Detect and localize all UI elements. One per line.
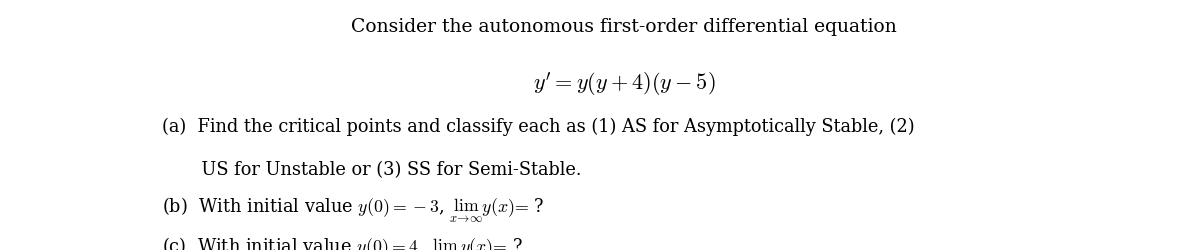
- Text: $y^{\prime} = y(y + 4)(y - 5)$: $y^{\prime} = y(y + 4)(y - 5)$: [533, 70, 715, 98]
- Text: (c)  With initial value $y(0) = 4$, $\lim_{x \to \infty} y(x) =$ ?: (c) With initial value $y(0) = 4$, $\lim…: [162, 235, 523, 250]
- Text: US for Unstable or (3) SS for Semi-Stable.: US for Unstable or (3) SS for Semi-Stabl…: [162, 160, 581, 178]
- Text: Consider the autonomous first-order differential equation: Consider the autonomous first-order diff…: [352, 18, 896, 36]
- Text: (b)  With initial value $y(0) = -3$, $\lim_{x \to \infty} y(x) =$ ?: (b) With initial value $y(0) = -3$, $\li…: [162, 195, 545, 224]
- Text: (a)  Find the critical points and classify each as (1) AS for Asymptotically Sta: (a) Find the critical points and classif…: [162, 118, 914, 136]
